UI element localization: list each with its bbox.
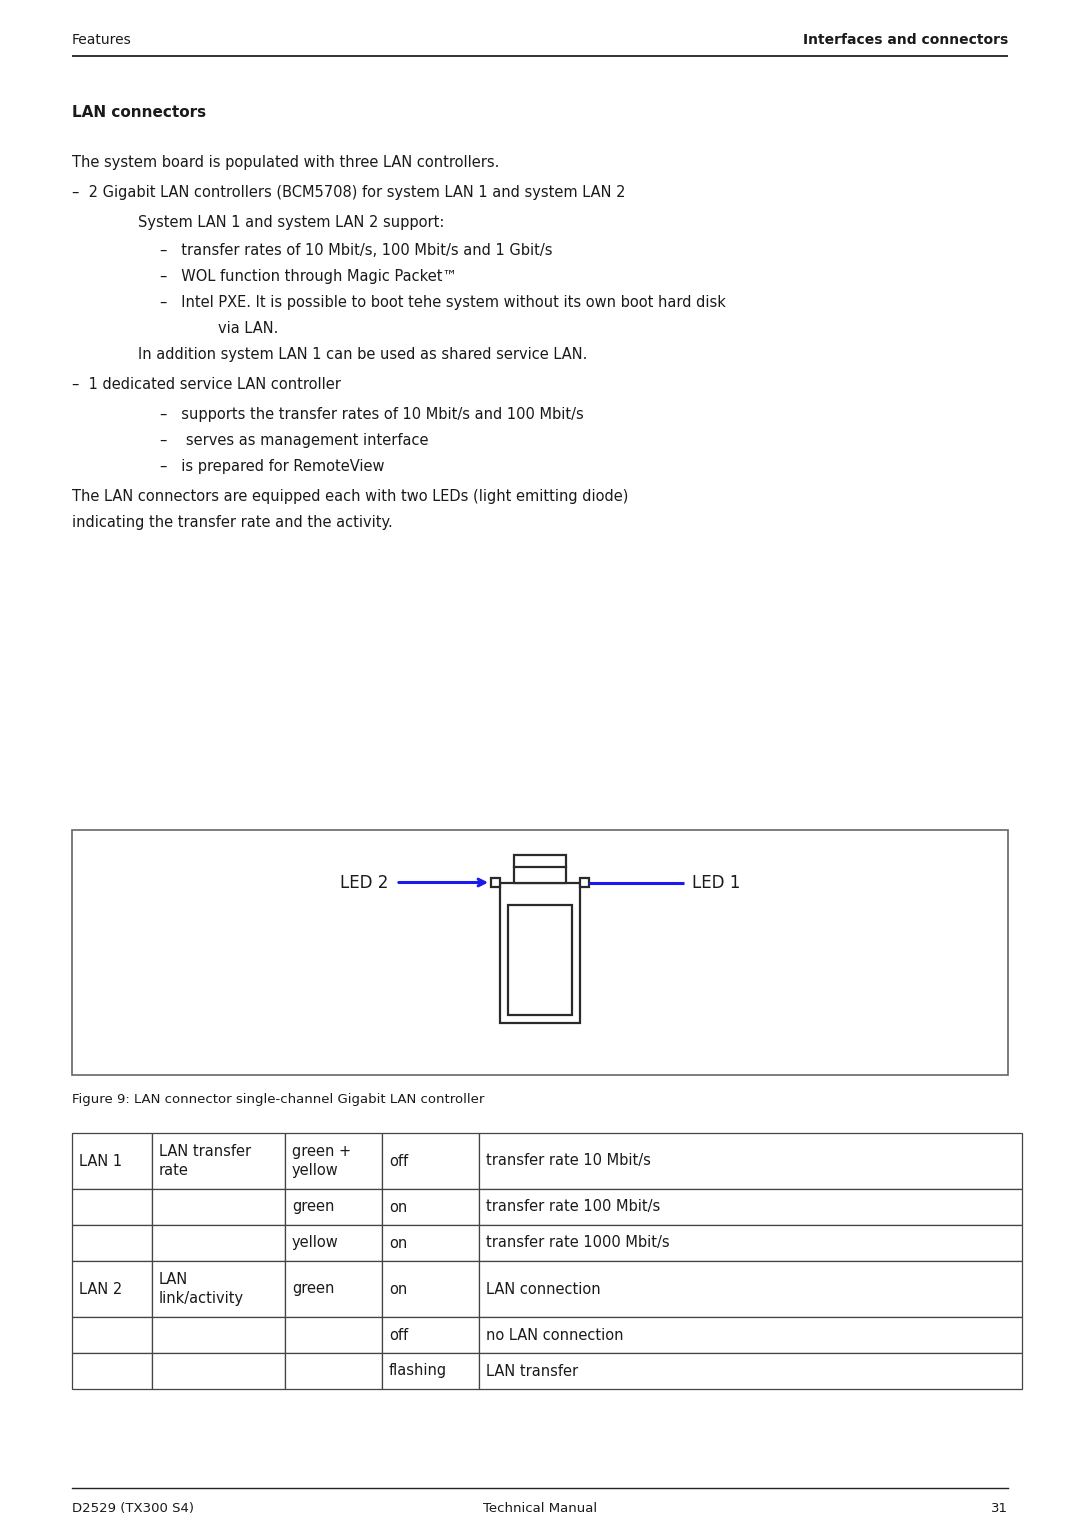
Text: LAN
link/activity: LAN link/activity bbox=[159, 1271, 244, 1306]
Bar bbox=[285, 1354, 382, 1389]
Text: LAN connectors: LAN connectors bbox=[72, 105, 206, 121]
Text: –   Intel PXE. It is possible to boot tehe system without its own boot hard disk: – Intel PXE. It is possible to boot tehe… bbox=[160, 295, 726, 310]
Bar bbox=[480, 1225, 1022, 1260]
Bar bbox=[72, 1225, 152, 1260]
Text: LED 2: LED 2 bbox=[339, 873, 388, 891]
Text: LAN transfer: LAN transfer bbox=[486, 1364, 578, 1378]
Text: Technical Manual: Technical Manual bbox=[483, 1502, 597, 1515]
Bar bbox=[285, 1189, 382, 1225]
Bar bbox=[152, 1132, 285, 1189]
Bar bbox=[382, 1354, 480, 1389]
Text: LED 1: LED 1 bbox=[692, 873, 741, 891]
Bar bbox=[382, 1132, 480, 1189]
Text: Figure 9: LAN connector single-channel Gigabit LAN controller: Figure 9: LAN connector single-channel G… bbox=[72, 1093, 484, 1106]
Text: 31: 31 bbox=[991, 1502, 1008, 1515]
Text: –   WOL function through Magic Packet™: – WOL function through Magic Packet™ bbox=[160, 269, 457, 284]
Bar bbox=[382, 1189, 480, 1225]
Text: green: green bbox=[292, 1199, 335, 1215]
Bar bbox=[72, 1317, 152, 1354]
Text: –    serves as management interface: – serves as management interface bbox=[160, 433, 429, 449]
Text: yellow: yellow bbox=[292, 1236, 339, 1250]
Text: indicating the transfer rate and the activity.: indicating the transfer rate and the act… bbox=[72, 514, 393, 530]
Bar bbox=[514, 855, 566, 882]
Text: on: on bbox=[389, 1236, 407, 1250]
Bar bbox=[72, 1354, 152, 1389]
Bar bbox=[285, 1132, 382, 1189]
Text: transfer rate 100 Mbit/s: transfer rate 100 Mbit/s bbox=[486, 1199, 660, 1215]
Bar bbox=[152, 1189, 285, 1225]
Bar bbox=[72, 1132, 152, 1189]
Bar bbox=[152, 1260, 285, 1317]
Bar bbox=[580, 877, 589, 887]
Bar bbox=[480, 1260, 1022, 1317]
Bar bbox=[72, 1189, 152, 1225]
Text: LAN 1: LAN 1 bbox=[79, 1154, 122, 1169]
Text: –   transfer rates of 10 Mbit/s, 100 Mbit/s and 1 Gbit/s: – transfer rates of 10 Mbit/s, 100 Mbit/… bbox=[160, 243, 553, 258]
Bar bbox=[480, 1354, 1022, 1389]
Bar bbox=[152, 1317, 285, 1354]
Text: via LAN.: via LAN. bbox=[218, 320, 279, 336]
Text: LAN transfer
rate: LAN transfer rate bbox=[159, 1143, 252, 1178]
Bar bbox=[285, 1225, 382, 1260]
Text: –   is prepared for RemoteView: – is prepared for RemoteView bbox=[160, 459, 384, 475]
Text: on: on bbox=[389, 1199, 407, 1215]
Text: –   supports the transfer rates of 10 Mbit/s and 100 Mbit/s: – supports the transfer rates of 10 Mbit… bbox=[160, 407, 584, 423]
Bar bbox=[382, 1225, 480, 1260]
Text: LAN 2: LAN 2 bbox=[79, 1282, 122, 1297]
Text: Features: Features bbox=[72, 34, 132, 47]
Bar bbox=[382, 1260, 480, 1317]
Text: green +
yellow: green + yellow bbox=[292, 1143, 351, 1178]
Bar bbox=[500, 882, 580, 1022]
Text: –  2 Gigabit LAN controllers (BCM5708) for system LAN 1 and system LAN 2: – 2 Gigabit LAN controllers (BCM5708) fo… bbox=[72, 185, 625, 200]
Text: off: off bbox=[389, 1154, 408, 1169]
Bar bbox=[480, 1189, 1022, 1225]
Bar bbox=[480, 1317, 1022, 1354]
Text: –  1 dedicated service LAN controller: – 1 dedicated service LAN controller bbox=[72, 377, 341, 392]
Text: green: green bbox=[292, 1282, 335, 1297]
Text: The system board is populated with three LAN controllers.: The system board is populated with three… bbox=[72, 156, 499, 169]
Bar bbox=[72, 830, 1008, 1074]
Text: The LAN connectors are equipped each with two LEDs (light emitting diode): The LAN connectors are equipped each wit… bbox=[72, 488, 629, 504]
Bar bbox=[508, 905, 572, 1015]
Text: no LAN connection: no LAN connection bbox=[486, 1328, 623, 1343]
Bar bbox=[152, 1354, 285, 1389]
Bar bbox=[480, 1132, 1022, 1189]
Bar bbox=[285, 1260, 382, 1317]
Text: on: on bbox=[389, 1282, 407, 1297]
Text: LAN connection: LAN connection bbox=[486, 1282, 600, 1297]
Text: In addition system LAN 1 can be used as shared service LAN.: In addition system LAN 1 can be used as … bbox=[138, 346, 588, 362]
Text: flashing: flashing bbox=[389, 1364, 447, 1378]
Text: Interfaces and connectors: Interfaces and connectors bbox=[802, 34, 1008, 47]
Text: D2529 (TX300 S4): D2529 (TX300 S4) bbox=[72, 1502, 194, 1515]
Text: off: off bbox=[389, 1328, 408, 1343]
Bar bbox=[285, 1317, 382, 1354]
Text: transfer rate 1000 Mbit/s: transfer rate 1000 Mbit/s bbox=[486, 1236, 670, 1250]
Bar bbox=[152, 1225, 285, 1260]
Text: transfer rate 10 Mbit/s: transfer rate 10 Mbit/s bbox=[486, 1154, 651, 1169]
Text: System LAN 1 and system LAN 2 support:: System LAN 1 and system LAN 2 support: bbox=[138, 215, 444, 230]
Bar bbox=[491, 877, 500, 887]
Bar bbox=[382, 1317, 480, 1354]
Bar bbox=[72, 1260, 152, 1317]
